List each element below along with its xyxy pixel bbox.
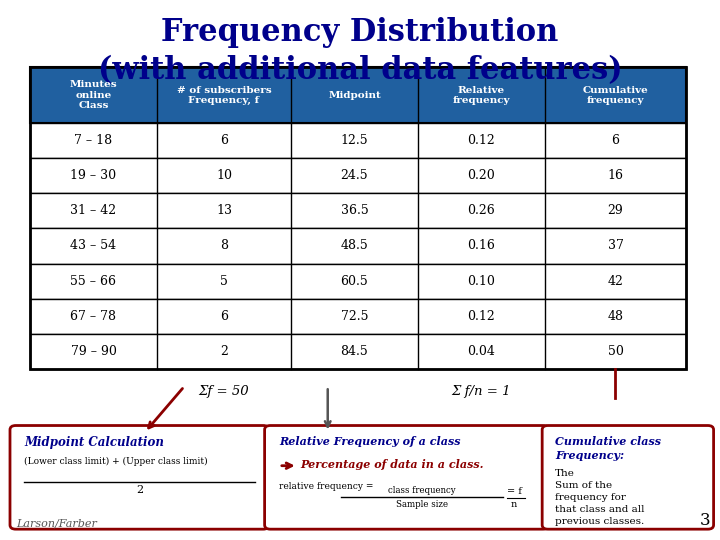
- Text: 48.5: 48.5: [341, 239, 369, 253]
- FancyBboxPatch shape: [30, 158, 686, 193]
- FancyBboxPatch shape: [30, 193, 686, 228]
- Text: 12.5: 12.5: [341, 134, 369, 147]
- Text: class frequency: class frequency: [388, 487, 456, 495]
- Text: 7 – 18: 7 – 18: [74, 134, 112, 147]
- Text: Σ f/n = 1: Σ f/n = 1: [451, 385, 511, 398]
- Text: 2: 2: [136, 485, 143, 495]
- FancyBboxPatch shape: [30, 264, 686, 299]
- Text: 3: 3: [699, 511, 710, 529]
- Text: (Lower class limit) + (Upper class limit): (Lower class limit) + (Upper class limit…: [24, 457, 208, 467]
- Text: Midpoint Calculation: Midpoint Calculation: [24, 436, 164, 449]
- Text: 0.12: 0.12: [467, 310, 495, 323]
- Text: 72.5: 72.5: [341, 310, 368, 323]
- Text: 13: 13: [216, 204, 232, 217]
- Text: 0.04: 0.04: [467, 345, 495, 358]
- Text: 55 – 66: 55 – 66: [71, 275, 117, 288]
- FancyBboxPatch shape: [30, 68, 686, 123]
- Text: 0.20: 0.20: [467, 169, 495, 182]
- Text: 6: 6: [220, 134, 228, 147]
- Text: 0.16: 0.16: [467, 239, 495, 253]
- Text: Cumulative class
Frequency:: Cumulative class Frequency:: [555, 436, 661, 461]
- Text: Minutes
online
Class: Minutes online Class: [70, 80, 117, 110]
- Text: Larson/Farber: Larson/Farber: [16, 518, 96, 529]
- Text: 2: 2: [220, 345, 228, 358]
- FancyBboxPatch shape: [542, 426, 714, 529]
- Text: n: n: [510, 500, 517, 509]
- Text: 6: 6: [220, 310, 228, 323]
- Text: 31 – 42: 31 – 42: [71, 204, 117, 217]
- Text: 19 – 30: 19 – 30: [71, 169, 117, 182]
- FancyBboxPatch shape: [30, 228, 686, 264]
- Text: Cumulative
frequency: Cumulative frequency: [582, 85, 649, 105]
- Text: Frequency Distribution
(with additional data features): Frequency Distribution (with additional …: [98, 17, 622, 86]
- Text: 60.5: 60.5: [341, 275, 369, 288]
- Text: 0.10: 0.10: [467, 275, 495, 288]
- Text: Relative Frequency of a class: Relative Frequency of a class: [279, 436, 461, 447]
- Text: 16: 16: [608, 169, 624, 182]
- Text: = f: = f: [507, 487, 522, 496]
- Text: Midpoint: Midpoint: [328, 91, 381, 100]
- Text: The
Sum of the
frequency for
that class and all
previous classes.: The Sum of the frequency for that class …: [555, 469, 644, 525]
- FancyBboxPatch shape: [30, 334, 686, 369]
- Text: 6: 6: [611, 134, 619, 147]
- Text: 43 – 54: 43 – 54: [71, 239, 117, 253]
- Text: 67 – 78: 67 – 78: [71, 310, 117, 323]
- Text: 0.26: 0.26: [467, 204, 495, 217]
- Text: 24.5: 24.5: [341, 169, 369, 182]
- Text: Sample size: Sample size: [396, 500, 448, 509]
- FancyBboxPatch shape: [30, 299, 686, 334]
- FancyBboxPatch shape: [265, 426, 549, 529]
- FancyBboxPatch shape: [30, 123, 686, 158]
- Text: Relative
frequency: Relative frequency: [452, 85, 510, 105]
- Text: relative frequency =: relative frequency =: [279, 482, 374, 490]
- Text: 48: 48: [608, 310, 624, 323]
- Text: 8: 8: [220, 239, 228, 253]
- Text: 50: 50: [608, 345, 624, 358]
- Text: 37: 37: [608, 239, 624, 253]
- Text: 5: 5: [220, 275, 228, 288]
- Text: # of subscribers
Frequency, f: # of subscribers Frequency, f: [176, 85, 271, 105]
- Text: 29: 29: [608, 204, 624, 217]
- FancyBboxPatch shape: [10, 426, 269, 529]
- Text: 79 – 90: 79 – 90: [71, 345, 117, 358]
- Text: 10: 10: [216, 169, 232, 182]
- Text: Percentage of data in a class.: Percentage of data in a class.: [300, 459, 484, 470]
- Text: 36.5: 36.5: [341, 204, 369, 217]
- Text: 84.5: 84.5: [341, 345, 369, 358]
- Text: Σf = 50: Σf = 50: [199, 385, 249, 398]
- Text: 42: 42: [608, 275, 624, 288]
- Text: 0.12: 0.12: [467, 134, 495, 147]
